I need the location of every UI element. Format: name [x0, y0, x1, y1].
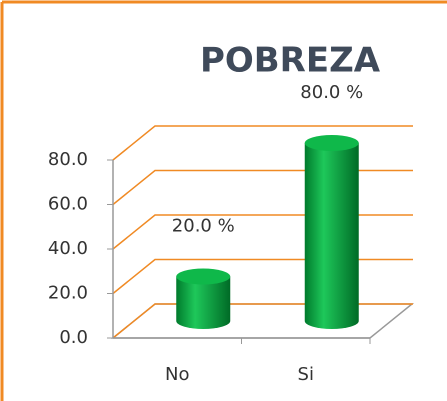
grid-line	[112, 214, 413, 250]
data-label: 80.0 %	[300, 82, 363, 103]
x-tick-label: Si	[298, 364, 314, 385]
bar	[176, 268, 231, 329]
cylinder-body	[176, 276, 231, 329]
y-tick-label: 60.0	[48, 194, 88, 215]
cylinder-top	[304, 135, 359, 151]
floor	[110, 303, 415, 339]
grid-line	[112, 258, 413, 295]
y-tick-label: 40.0	[48, 238, 88, 259]
grid-line	[112, 303, 413, 339]
grid-line	[112, 125, 413, 161]
grid-line	[112, 169, 413, 206]
y-tick-label: 20.0	[48, 283, 88, 304]
y-tick-label: 0.0	[59, 327, 88, 348]
cylinder-body	[304, 143, 359, 329]
y-tick-label: 80.0	[48, 149, 88, 170]
data-label: 20.0 %	[172, 216, 235, 237]
chart-title: POBREZA	[200, 41, 381, 81]
x-tick-label: No	[165, 364, 189, 385]
bar	[304, 135, 359, 329]
cylinder-top	[176, 268, 231, 285]
